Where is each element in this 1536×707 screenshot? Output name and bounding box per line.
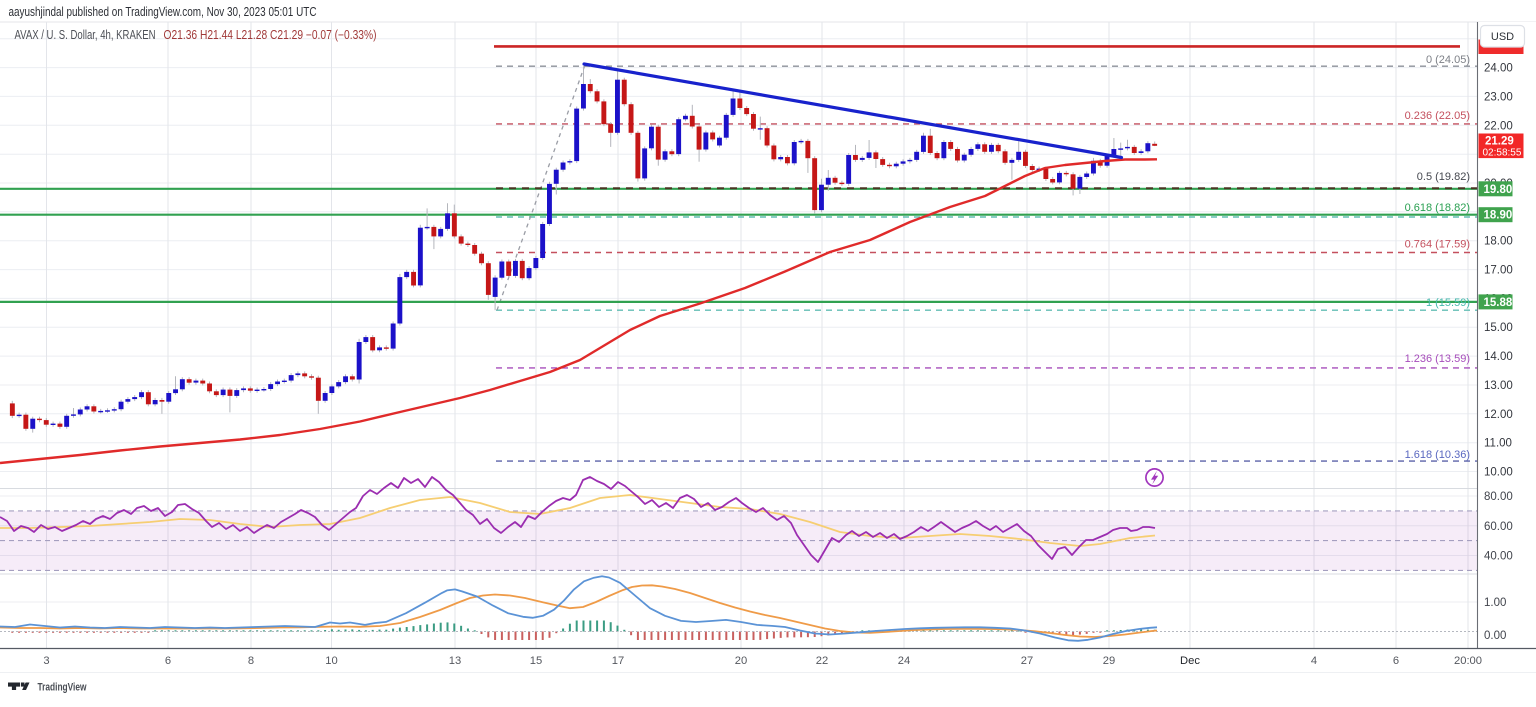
svg-text:0 (24.05): 0 (24.05): [1426, 54, 1470, 66]
svg-text:0.236 (22.05): 0.236 (22.05): [1405, 110, 1470, 122]
svg-text:6: 6: [165, 655, 171, 667]
svg-text:TradingView: TradingView: [38, 681, 87, 693]
svg-text:27: 27: [1021, 655, 1033, 667]
svg-text:1.00: 1.00: [1484, 597, 1506, 609]
svg-text:15.00: 15.00: [1484, 322, 1513, 334]
svg-text:USD: USD: [1491, 31, 1514, 43]
svg-text:0.5 (19.82): 0.5 (19.82): [1417, 171, 1470, 183]
svg-text:80.00: 80.00: [1484, 491, 1513, 503]
svg-text:10.00: 10.00: [1484, 467, 1513, 479]
svg-text:0.618 (18.82): 0.618 (18.82): [1405, 202, 1470, 214]
svg-text:02:58:55: 02:58:55: [1483, 147, 1522, 158]
svg-text:15: 15: [530, 655, 542, 667]
svg-text:3: 3: [43, 655, 49, 667]
svg-text:15.88: 15.88: [1484, 297, 1513, 309]
svg-text:19.80: 19.80: [1484, 184, 1513, 196]
svg-text:23.00: 23.00: [1484, 91, 1513, 103]
svg-text:11.00: 11.00: [1484, 438, 1512, 450]
svg-text:22.00: 22.00: [1484, 120, 1513, 132]
svg-text:AVAX / U. S. Dollar, 4h, KRAKE: AVAX / U. S. Dollar, 4h, KRAKEN: [15, 28, 156, 42]
svg-text:Dec: Dec: [1180, 655, 1200, 667]
svg-text:20:00: 20:00: [1454, 655, 1482, 667]
svg-text:O21.36 H21.44 L21.28 C21.29: O21.36 H21.44 L21.28 C21.29 −0.07 (−0.33…: [164, 28, 377, 42]
svg-text:21.29: 21.29: [1485, 135, 1514, 147]
svg-text:24: 24: [898, 655, 910, 667]
svg-text:17: 17: [612, 655, 624, 667]
svg-text:4: 4: [1311, 655, 1317, 667]
svg-text:aayushjindal published on Trad: aayushjindal published on TradingView.co…: [9, 4, 317, 19]
svg-text:8: 8: [248, 655, 254, 667]
svg-text:29: 29: [1103, 655, 1115, 667]
svg-text:18.90: 18.90: [1484, 210, 1513, 222]
svg-text:1.236 (13.59): 1.236 (13.59): [1405, 353, 1470, 365]
svg-text:60.00: 60.00: [1484, 521, 1513, 533]
svg-text:0.764 (17.59): 0.764 (17.59): [1405, 239, 1470, 251]
svg-text:40.00: 40.00: [1484, 551, 1513, 563]
svg-text:20: 20: [735, 655, 747, 667]
svg-text:22: 22: [816, 655, 828, 667]
svg-text:10: 10: [325, 655, 337, 667]
svg-text:12.00: 12.00: [1484, 409, 1513, 421]
svg-text:13.00: 13.00: [1484, 380, 1513, 392]
svg-text:0.00: 0.00: [1484, 630, 1506, 642]
svg-text:1.618 (10.36): 1.618 (10.36): [1405, 449, 1470, 461]
svg-text:18.00: 18.00: [1484, 236, 1513, 248]
svg-text:14.00: 14.00: [1484, 351, 1513, 363]
svg-text:24.00: 24.00: [1484, 63, 1513, 75]
svg-text:13: 13: [449, 655, 461, 667]
svg-text:1 (15.59): 1 (15.59): [1426, 297, 1470, 309]
svg-text:6: 6: [1393, 655, 1399, 667]
svg-text:17.00: 17.00: [1484, 265, 1513, 277]
